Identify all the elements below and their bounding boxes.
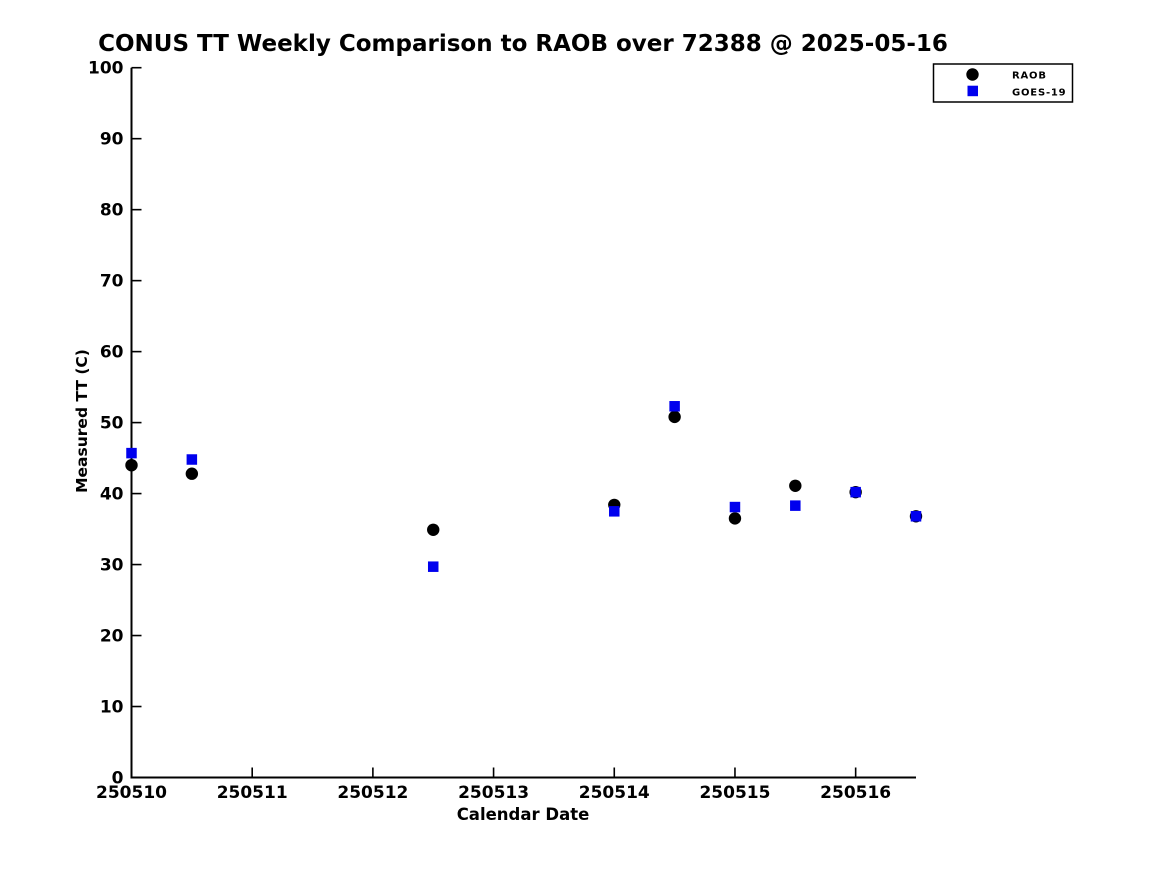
y-tick-label: 90 bbox=[100, 130, 124, 150]
x-tick-label: 250516 bbox=[820, 783, 891, 803]
legend-raob-marker-icon bbox=[966, 68, 979, 81]
chart-title: CONUS TT Weekly Comparison to RAOB over … bbox=[98, 31, 948, 57]
data-point-goes-19 bbox=[850, 486, 861, 498]
data-point-goes-19 bbox=[910, 511, 922, 522]
x-axis-label: Calendar Date bbox=[457, 805, 590, 824]
data-point-raob bbox=[185, 467, 199, 480]
x-tick-label: 250514 bbox=[579, 783, 650, 803]
y-tick-label: 0 bbox=[112, 769, 124, 789]
legend: RAOB GOES-19 bbox=[932, 63, 1074, 103]
data-point-raob bbox=[789, 479, 802, 492]
y-tick-label: 100 bbox=[88, 59, 124, 79]
x-tick-label: 250510 bbox=[96, 783, 167, 803]
data-point-raob bbox=[125, 458, 138, 472]
legend-goes-marker-icon bbox=[967, 85, 978, 97]
ticks-layer: 250510 250511 250512 250513 250514 250515 2505… bbox=[88, 59, 891, 803]
data-points-layer bbox=[125, 401, 923, 572]
data-point-raob bbox=[668, 410, 681, 424]
data-point-goes-19 bbox=[609, 506, 620, 517]
y-tick-label: 50 bbox=[100, 414, 124, 434]
y-tick-label: 30 bbox=[100, 556, 124, 576]
data-point-goes-19 bbox=[126, 447, 137, 459]
data-point-goes-19 bbox=[427, 561, 439, 572]
x-tick-label: 250513 bbox=[458, 783, 529, 803]
data-point-raob bbox=[427, 523, 440, 536]
y-tick-label: 70 bbox=[100, 272, 124, 292]
data-point-raob bbox=[728, 512, 742, 525]
x-tick-label: 250515 bbox=[699, 783, 770, 803]
y-tick-label: 10 bbox=[100, 698, 124, 718]
data-point-goes-19 bbox=[186, 454, 198, 465]
x-tick-label: 250512 bbox=[337, 783, 408, 803]
legend-box bbox=[932, 63, 1074, 103]
y-tick-label: 80 bbox=[100, 201, 124, 221]
y-tick-label: 40 bbox=[100, 485, 124, 505]
legend-goes-label: GOES-19 bbox=[1012, 88, 1066, 99]
y-axis-label: Measured TT (C) bbox=[73, 349, 91, 493]
y-tick-label: 20 bbox=[100, 627, 124, 647]
data-point-goes-19 bbox=[669, 401, 680, 412]
x-tick-label: 250511 bbox=[217, 783, 288, 803]
data-point-goes-19 bbox=[729, 501, 741, 513]
legend-raob-label: RAOB bbox=[1012, 71, 1047, 82]
y-tick-label: 60 bbox=[100, 343, 124, 363]
data-point-goes-19 bbox=[790, 500, 801, 511]
